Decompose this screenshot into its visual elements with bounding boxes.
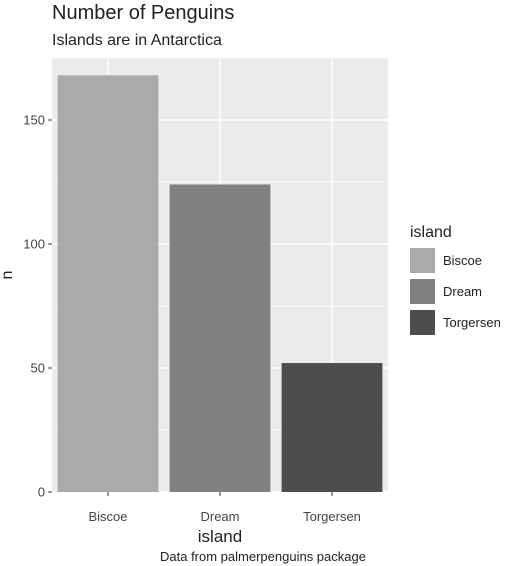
chart-title: Number of Penguins [52, 2, 235, 24]
y-axis-label: n [0, 271, 16, 280]
legend: island Biscoe Dream Torgersen [410, 224, 501, 336]
legend-key-swatch [410, 309, 435, 335]
y-axis: 0 50 100 150 [23, 113, 52, 500]
chart-caption: Data from palmerpenguins package [160, 549, 366, 564]
bar-torgersen [281, 363, 383, 492]
x-tick-label: Torgersen [303, 509, 361, 524]
x-tick-label: Biscoe [88, 509, 127, 524]
y-tick-label: 0 [38, 485, 45, 500]
y-tick-label: 100 [23, 237, 45, 252]
legend-item-biscoe: Biscoe [410, 246, 501, 274]
y-tick-label: 150 [23, 113, 45, 128]
legend-label: Biscoe [443, 252, 483, 268]
legend-label: Dream [443, 283, 483, 299]
legend-label: Torgersen [443, 314, 501, 330]
x-axis-label: island [198, 527, 242, 546]
legend-item-dream: Dream [410, 277, 501, 305]
x-axis: Biscoe Dream Torgersen [88, 492, 361, 524]
x-tick-label: Dream [200, 509, 239, 524]
bar-dream [169, 184, 271, 493]
bar-biscoe [57, 75, 159, 493]
y-tick-label: 50 [31, 361, 45, 376]
chart-subtitle: Islands are in Antarctica [52, 32, 222, 49]
bars [57, 75, 383, 493]
legend-item-torgersen: Torgersen [410, 308, 501, 336]
legend-title: island [410, 224, 452, 241]
legend-items: Biscoe Dream Torgersen [410, 246, 501, 336]
legend-key-swatch [410, 247, 435, 273]
legend-key-swatch [410, 278, 435, 304]
